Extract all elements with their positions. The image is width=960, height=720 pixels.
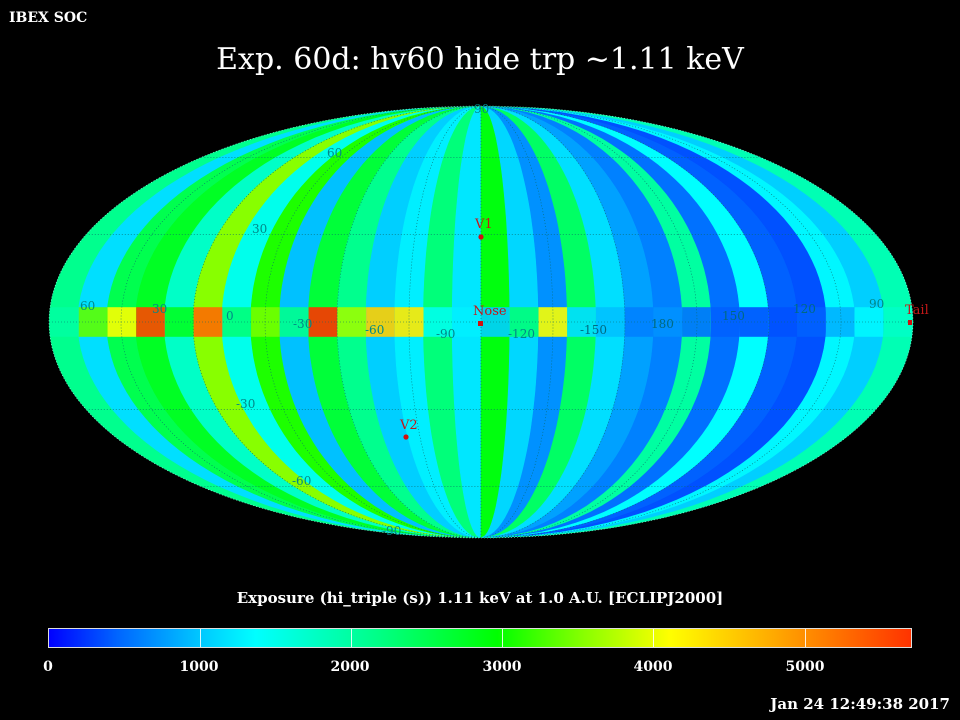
lon-label-90: 90 bbox=[869, 297, 884, 311]
colorbar-tick-4000: 4000 bbox=[633, 659, 673, 675]
app-corner-label: IBEX SOC bbox=[9, 10, 88, 26]
lon-label-neg120: -120 bbox=[508, 327, 535, 341]
sky-map: 90 60 30 -30 -60 -90 60 30 0 -30 -60 -90… bbox=[48, 102, 929, 539]
colorbar-tick-3000: 3000 bbox=[482, 659, 522, 675]
lat-label-neg30: -30 bbox=[236, 397, 255, 411]
colorbar-divider bbox=[653, 629, 654, 647]
lon-label-30: 30 bbox=[152, 302, 167, 316]
tail-marker bbox=[908, 320, 912, 325]
lon-label-neg60: -60 bbox=[365, 323, 384, 337]
graticule bbox=[49, 106, 913, 538]
ecliptic-segment bbox=[78, 307, 108, 337]
lat-label-neg90: -90 bbox=[382, 524, 401, 538]
v2-marker bbox=[403, 434, 409, 440]
ecliptic-strip bbox=[50, 307, 912, 337]
lon-label-neg30: -30 bbox=[293, 317, 312, 331]
ecliptic-segment bbox=[825, 307, 855, 337]
colorbar-divider bbox=[200, 629, 201, 647]
lon-label-neg90: -90 bbox=[436, 327, 455, 341]
ecliptic-segment bbox=[423, 307, 453, 337]
colorbar bbox=[48, 628, 912, 648]
lon-label-180: 180 bbox=[651, 317, 674, 331]
ecliptic-segment bbox=[481, 307, 510, 337]
colorbar-divider bbox=[502, 629, 503, 647]
ecliptic-segment bbox=[279, 307, 309, 337]
nose-label: Nose bbox=[473, 304, 507, 319]
timestamp: Jan 24 12:49:38 2017 bbox=[770, 695, 950, 713]
lon-label-0: 0 bbox=[226, 309, 234, 323]
lat-label-90: 90 bbox=[474, 102, 489, 116]
lat-label-60: 60 bbox=[327, 146, 342, 160]
lon-label-60: 60 bbox=[80, 299, 95, 313]
lon-label-neg150: -150 bbox=[580, 323, 607, 337]
lat-label-neg60: -60 bbox=[292, 474, 311, 488]
ecliptic-segment bbox=[768, 307, 797, 337]
colorbar-tick-2000: 2000 bbox=[330, 659, 370, 675]
colorbar-tick-5000: 5000 bbox=[785, 659, 825, 675]
v1-marker bbox=[478, 234, 484, 240]
colorbar-divider bbox=[351, 629, 352, 647]
v2-label: V2 bbox=[399, 418, 418, 433]
map-boundary bbox=[48, 105, 914, 539]
plot-title: Exp. 60d: hv60 hide trp ~1.11 keV bbox=[216, 42, 744, 77]
tail-label: Tail bbox=[905, 303, 929, 318]
nose-marker bbox=[478, 321, 483, 326]
lon-label-120: 120 bbox=[793, 302, 816, 316]
lat-label-30: 30 bbox=[252, 222, 267, 236]
colorbar-tick-1000: 1000 bbox=[179, 659, 219, 675]
colorbar-tick-0: 0 bbox=[43, 659, 53, 675]
exposure-bands bbox=[49, 106, 913, 538]
colorbar-divider bbox=[805, 629, 806, 647]
lon-label-150: 150 bbox=[722, 309, 745, 323]
colorbar-title: Exposure (hi_triple (s)) 1.11 keV at 1.0… bbox=[236, 589, 724, 607]
ecliptic-segment bbox=[222, 307, 252, 337]
v1-label: V1 bbox=[474, 217, 493, 232]
ecliptic-segment bbox=[624, 307, 654, 337]
